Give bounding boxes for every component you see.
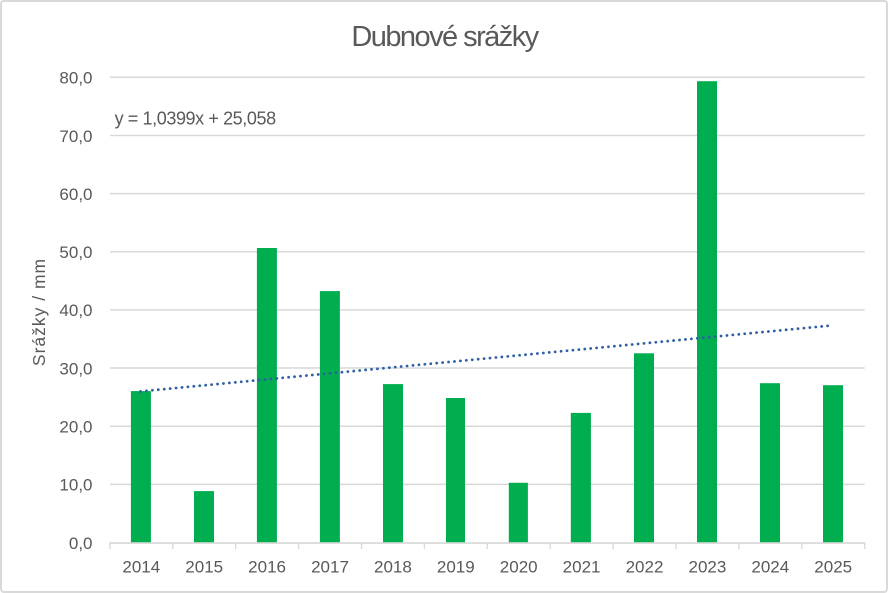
- svg-text:2022: 2022: [626, 558, 664, 577]
- svg-text:2021: 2021: [563, 558, 601, 577]
- svg-text:2018: 2018: [374, 558, 412, 577]
- svg-text:2017: 2017: [311, 558, 349, 577]
- svg-text:2015: 2015: [185, 558, 223, 577]
- svg-text:2024: 2024: [751, 558, 789, 577]
- svg-text:0,0: 0,0: [69, 534, 93, 553]
- svg-text:2025: 2025: [814, 558, 852, 577]
- svg-text:Dubnové srážky: Dubnové srážky: [351, 21, 539, 53]
- svg-text:30,0: 30,0: [59, 359, 92, 378]
- svg-text:2016: 2016: [248, 558, 286, 577]
- svg-text:2019: 2019: [437, 558, 475, 577]
- svg-text:2020: 2020: [500, 558, 538, 577]
- svg-text:70,0: 70,0: [59, 127, 92, 146]
- svg-text:50,0: 50,0: [59, 243, 92, 262]
- svg-text:2023: 2023: [688, 558, 726, 577]
- svg-text:2014: 2014: [122, 558, 160, 577]
- svg-text:20,0: 20,0: [59, 418, 92, 437]
- svg-text:y = 1,0399x + 25,058: y = 1,0399x + 25,058: [115, 108, 277, 128]
- svg-text:60,0: 60,0: [59, 185, 92, 204]
- svg-text:Srážky / mm: Srážky / mm: [29, 258, 49, 366]
- svg-text:80,0: 80,0: [59, 69, 92, 88]
- svg-text:40,0: 40,0: [59, 301, 92, 320]
- svg-text:10,0: 10,0: [59, 476, 92, 495]
